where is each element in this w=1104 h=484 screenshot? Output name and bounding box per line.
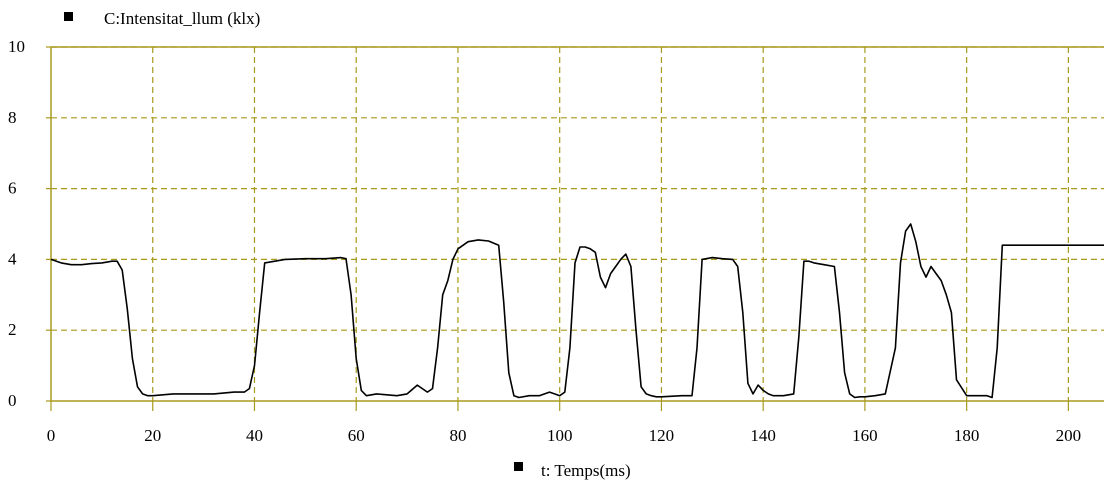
series-line <box>50 223 1104 399</box>
x-axis-ticks: 0 20 40 60 80 100 120 140 160 180 200 <box>47 401 1081 445</box>
x-tick-label: 100 <box>547 426 573 445</box>
x-legend-marker-icon <box>514 462 523 471</box>
x-tick-label: 0 <box>47 426 56 445</box>
y-tick-label: 4 <box>8 249 17 268</box>
x-tick-label: 60 <box>348 426 365 445</box>
x-tick-label: 40 <box>246 426 263 445</box>
x-tick-label: 200 <box>1056 426 1082 445</box>
x-axis-label: t: Temps(ms) <box>541 461 631 480</box>
x-tick-label: 180 <box>954 426 980 445</box>
y-tick-label: 10 <box>8 37 25 56</box>
y-axis-label: C:Intensitat_llum (klx) <box>104 9 260 28</box>
grid-lines <box>51 46 1104 401</box>
axes <box>50 46 1104 402</box>
x-tick-label: 140 <box>750 426 776 445</box>
y-tick-label: 0 <box>8 391 17 410</box>
series-layer <box>50 223 1104 399</box>
x-tick-label: 80 <box>449 426 466 445</box>
x-tick-label: 120 <box>649 426 675 445</box>
y-tick-label: 8 <box>8 108 17 127</box>
y-legend-marker-icon <box>64 12 73 21</box>
x-tick-label: 20 <box>144 426 161 445</box>
y-tick-label: 2 <box>8 320 17 339</box>
y-tick-label: 6 <box>8 179 17 198</box>
y-axis-ticks: 0 2 4 6 8 10 <box>8 37 51 410</box>
x-tick-label: 160 <box>852 426 878 445</box>
